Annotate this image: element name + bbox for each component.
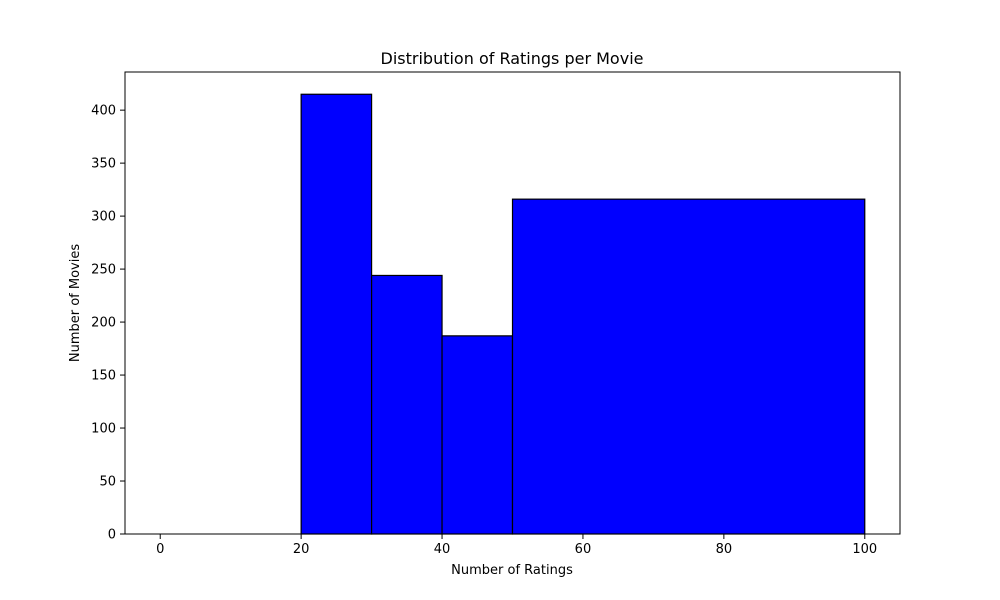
x-tick-label-2: 40 <box>434 542 451 557</box>
histogram-bar-5 <box>441 335 514 535</box>
plot-frame <box>124 71 901 535</box>
y-tick-label-7: 350 <box>91 157 116 172</box>
histogram-bar-6 <box>511 198 866 535</box>
x-tick-label-4: 80 <box>716 542 733 557</box>
y-axis-label: Number of Movies <box>68 244 83 362</box>
histogram-bar-4 <box>370 274 443 535</box>
y-axis-ticks: 0 50 100 150 200 250 300 350 400 <box>91 104 125 543</box>
x-axis-ticks: 0 20 40 60 80 100 <box>156 534 877 557</box>
y-tick-label-1: 50 <box>99 475 116 490</box>
histogram-bar-3 <box>300 93 373 535</box>
x-tick-label-0: 0 <box>156 542 164 557</box>
x-axis-label: Number of Ratings <box>451 563 573 578</box>
x-tick-label-3: 60 <box>575 542 592 557</box>
y-tick-label-0: 0 <box>108 528 116 543</box>
y-tick-label-2: 100 <box>91 422 116 437</box>
y-tick-label-6: 300 <box>91 210 116 225</box>
y-tick-label-8: 400 <box>91 104 116 119</box>
y-tick-label-5: 250 <box>91 263 116 278</box>
bars-group <box>300 93 866 535</box>
x-tick-label-1: 20 <box>293 542 310 557</box>
y-tick-label-3: 150 <box>91 369 116 384</box>
y-tick-label-4: 200 <box>91 316 116 331</box>
x-tick-label-5: 100 <box>852 542 877 557</box>
chart-title: Distribution of Ratings per Movie <box>381 49 644 68</box>
